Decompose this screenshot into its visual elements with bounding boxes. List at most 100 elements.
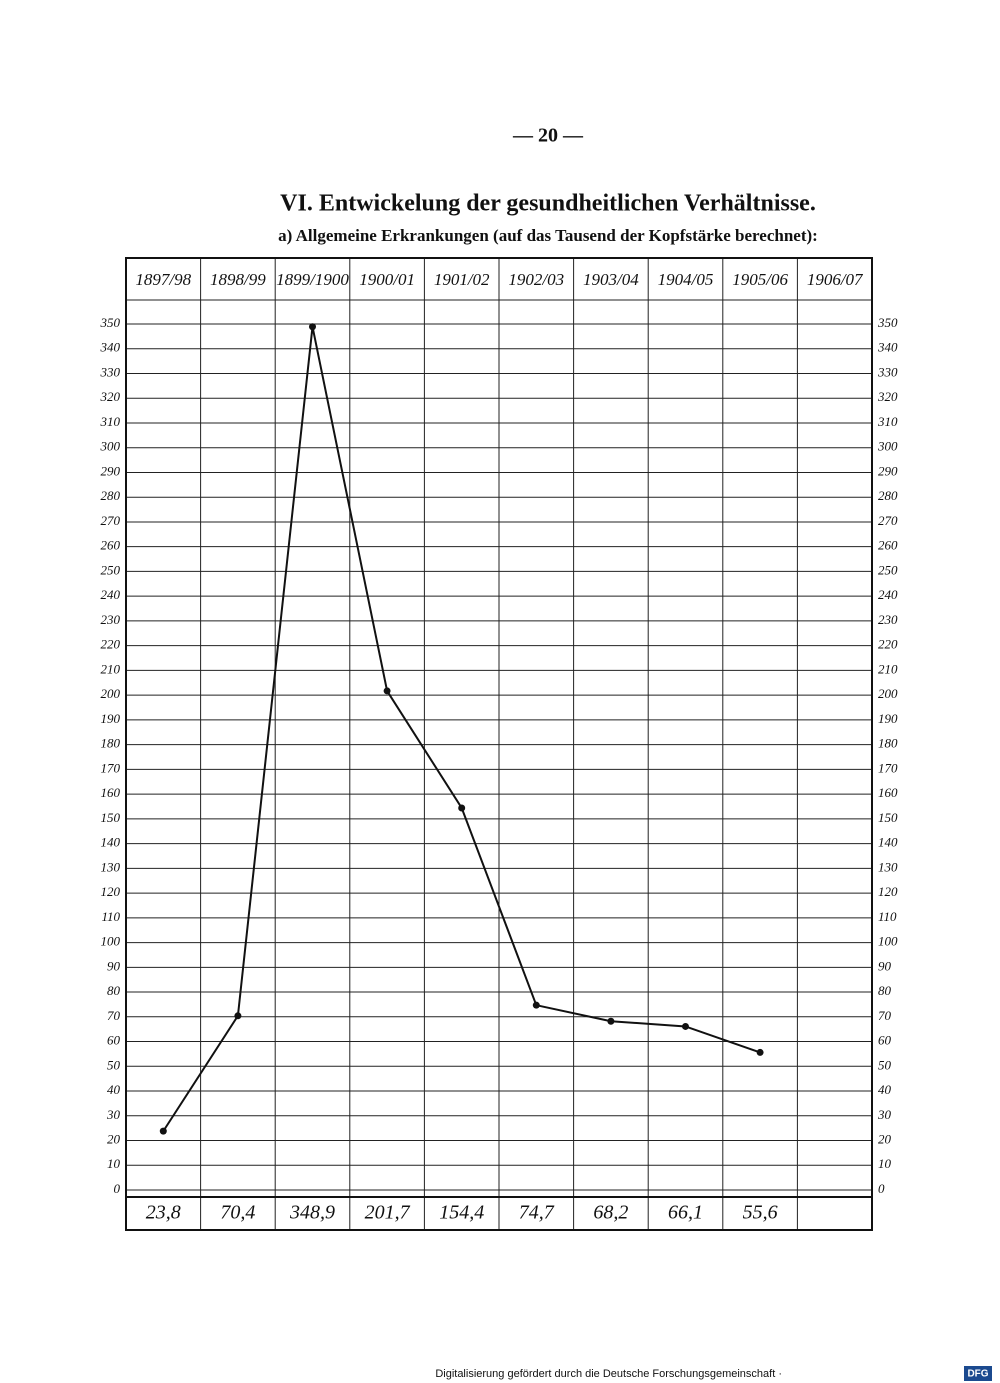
y-tick-label: 270	[101, 513, 121, 528]
data-point	[458, 804, 466, 812]
x-tick-label: 1897/98	[135, 270, 191, 289]
y-tick-label: 80	[107, 983, 121, 998]
y2-tick-label: 350	[877, 315, 898, 330]
y2-tick-label: 190	[878, 711, 898, 726]
y-tick-label: 100	[101, 934, 121, 949]
y-tick-label: 250	[101, 562, 121, 577]
data-label: 70,4	[220, 1202, 255, 1224]
table-frame	[125, 257, 873, 1231]
x-tick-label: 1903/04	[583, 270, 639, 289]
y-tick-label: 130	[101, 859, 121, 874]
y2-tick-label: 180	[878, 736, 898, 751]
y-tick-label: 40	[107, 1082, 121, 1097]
y2-tick-label: 30	[877, 1107, 892, 1122]
data-point	[532, 1001, 540, 1009]
y2-tick-label: 80	[878, 983, 892, 998]
y2-tick-label: 160	[878, 785, 898, 800]
y2-tick-label: 210	[878, 661, 898, 676]
y-tick-label: 260	[101, 538, 121, 553]
y-tick-label: 180	[101, 736, 121, 751]
y2-tick-label: 330	[877, 364, 898, 379]
data-point	[309, 323, 316, 331]
y-tick-label: 10	[107, 1156, 121, 1171]
y-tick-label: 210	[101, 661, 121, 676]
data-label: 201,7	[365, 1202, 411, 1224]
y2-tick-label: 280	[878, 488, 898, 503]
y2-tick-label: 140	[878, 835, 898, 850]
data-label: 154,4	[439, 1202, 484, 1224]
y2-tick-label: 130	[878, 859, 898, 874]
data-point	[159, 1127, 167, 1135]
y-tick-label: 50	[107, 1057, 121, 1072]
y-tick-label: 30	[106, 1107, 121, 1122]
data-point	[607, 1017, 615, 1025]
data-label: 55,6	[743, 1202, 778, 1224]
x-tick-label: 1901/02	[434, 270, 490, 289]
y-tick-label: 350	[100, 315, 121, 330]
data-point	[383, 687, 391, 695]
footer-logo: DFG	[967, 1369, 988, 1380]
y-tick-label: 320	[100, 389, 121, 404]
y-tick-label: 310	[100, 414, 121, 429]
y-tick-label: 190	[101, 711, 121, 726]
data-point	[756, 1048, 764, 1056]
chart-title: VI. Entwickelung der gesundheitlichen Ve…	[280, 191, 816, 217]
y2-tick-label: 60	[878, 1033, 892, 1048]
y-tick-label: 240	[101, 587, 121, 602]
y-tick-label: 220	[101, 637, 121, 652]
y2-tick-label: 20	[878, 1131, 892, 1146]
y-tick-label: 290	[101, 463, 121, 478]
y2-tick-label: 170	[878, 760, 898, 775]
x-tick-label: 1902/03	[508, 270, 564, 289]
footer-logo-box	[964, 1366, 992, 1381]
y2-tick-label: 200	[878, 686, 898, 701]
y2-tick-label: 150	[878, 810, 898, 825]
footer-note: Digitalisierung gefördert durch die Deut…	[435, 1368, 782, 1380]
y-tick-label: 70	[107, 1008, 121, 1023]
y2-tick-label: 90	[878, 958, 892, 973]
data-label: 74,7	[519, 1202, 555, 1224]
x-tick-label: 1906/07	[807, 270, 864, 289]
data-label: 68,2	[593, 1202, 628, 1224]
y2-tick-label: 40	[878, 1082, 892, 1097]
y-tick-label: 300	[100, 439, 121, 454]
x-tick-label: 1899/1900	[276, 270, 349, 289]
y2-tick-label: 340	[877, 340, 898, 355]
y-tick-label: 110	[101, 909, 120, 924]
y-tick-label: 0	[114, 1181, 121, 1196]
y2-tick-label: 10	[878, 1156, 892, 1171]
chart-subtitle: a) Allgemeine Erkrankungen (auf das Taus…	[278, 226, 818, 245]
y2-tick-label: 100	[878, 934, 898, 949]
y-tick-label: 330	[100, 364, 121, 379]
y2-tick-label: 300	[877, 439, 898, 454]
y2-tick-label: 250	[878, 562, 898, 577]
y2-tick-label: 110	[878, 909, 897, 924]
x-tick-label: 1905/06	[732, 270, 788, 289]
data-label: 348,9	[289, 1202, 335, 1224]
y-tick-label: 230	[101, 612, 121, 627]
y-tick-label: 280	[101, 488, 121, 503]
y-tick-label: 200	[101, 686, 121, 701]
y-tick-label: 160	[101, 785, 121, 800]
y2-tick-label: 290	[878, 463, 898, 478]
x-tick-label: 1898/99	[210, 270, 266, 289]
y2-tick-label: 320	[877, 389, 898, 404]
y-tick-label: 170	[101, 760, 121, 775]
data-label: 66,1	[668, 1202, 703, 1224]
y-tick-label: 60	[107, 1033, 121, 1048]
y2-tick-label: 220	[878, 637, 898, 652]
y2-tick-label: 230	[878, 612, 898, 627]
y2-tick-label: 0	[878, 1181, 885, 1196]
data-point	[682, 1022, 689, 1030]
y-tick-label: 140	[101, 835, 121, 850]
y-tick-label: 90	[107, 958, 121, 973]
x-tick-label: 1904/05	[658, 270, 714, 289]
y2-tick-label: 70	[878, 1008, 892, 1023]
y2-tick-label: 310	[877, 414, 898, 429]
x-tick-label: 1900/01	[359, 270, 415, 289]
page-number: — 20 —	[512, 125, 584, 147]
y-tick-label: 120	[101, 884, 121, 899]
y2-tick-label: 260	[878, 538, 898, 553]
